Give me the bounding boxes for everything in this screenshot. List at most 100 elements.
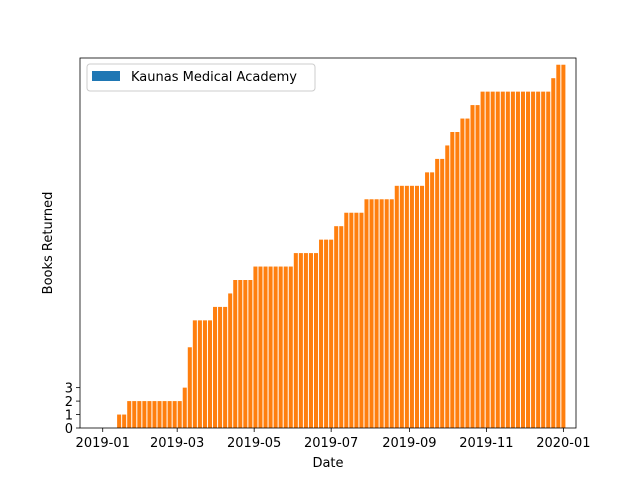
bar xyxy=(233,280,238,428)
bar xyxy=(268,266,273,428)
bar xyxy=(384,199,389,428)
bar xyxy=(480,91,485,428)
bar xyxy=(308,253,313,428)
bar xyxy=(207,320,213,428)
bar xyxy=(541,91,546,428)
legend-swatch xyxy=(92,71,120,81)
bar xyxy=(349,212,354,428)
bar xyxy=(536,91,541,428)
bar xyxy=(485,91,490,428)
bar xyxy=(313,253,319,428)
bar xyxy=(556,64,561,428)
bar xyxy=(152,401,157,428)
x-axis-ticks: 2019-01 2019-03 2019-05 2019-07 2019-09 2019-… xyxy=(76,428,591,451)
bar xyxy=(495,91,500,428)
bar xyxy=(404,185,409,428)
bar xyxy=(420,185,425,428)
bar xyxy=(359,212,364,428)
bar xyxy=(258,266,263,428)
bar xyxy=(319,239,324,428)
bar xyxy=(182,387,187,428)
y-axis-label: Books Returned xyxy=(41,192,56,295)
bar xyxy=(172,401,177,428)
bar xyxy=(440,158,445,428)
bar xyxy=(531,91,536,428)
bar xyxy=(455,132,460,428)
x-tick-label: 2019-05 xyxy=(227,436,281,451)
bar xyxy=(409,185,414,428)
bar xyxy=(500,91,505,428)
bar xyxy=(460,118,465,429)
bar xyxy=(374,199,379,428)
bar xyxy=(117,414,122,428)
x-tick-label: 2019-03 xyxy=(150,436,204,451)
bar xyxy=(435,158,440,428)
y-tick-label: 2 xyxy=(65,395,73,410)
x-axis-label: Date xyxy=(312,456,343,471)
bar xyxy=(546,91,551,428)
bar xyxy=(470,105,475,428)
bar-group xyxy=(117,64,566,429)
bar xyxy=(425,172,430,428)
bar xyxy=(218,306,223,428)
bar xyxy=(122,414,127,428)
bar xyxy=(137,401,142,428)
bar xyxy=(197,320,202,428)
bar xyxy=(147,401,152,428)
bar xyxy=(288,266,293,428)
bar xyxy=(445,145,450,428)
bar xyxy=(526,91,531,428)
bar xyxy=(142,401,147,428)
bar xyxy=(263,266,268,428)
bar xyxy=(298,253,303,428)
bar xyxy=(561,64,566,428)
bar xyxy=(213,306,218,428)
bar xyxy=(192,320,197,428)
bar xyxy=(475,105,480,428)
bar xyxy=(324,239,329,428)
bar xyxy=(490,91,495,428)
bar xyxy=(273,266,278,428)
bar xyxy=(187,347,192,428)
bar xyxy=(379,199,384,428)
bar xyxy=(354,212,359,428)
x-tick-label: 2019-07 xyxy=(304,436,358,451)
bar xyxy=(505,91,510,428)
y-tick-label: 3 xyxy=(65,382,73,397)
y-tick-label: 0 xyxy=(65,422,73,437)
bar xyxy=(132,401,137,428)
bar xyxy=(228,293,233,428)
bar xyxy=(450,132,455,428)
bar xyxy=(283,266,288,428)
bar xyxy=(177,401,182,428)
bar xyxy=(465,118,470,429)
bar xyxy=(515,91,520,428)
x-tick-label: 2019-11 xyxy=(459,436,513,451)
bar xyxy=(127,401,132,428)
bar xyxy=(414,185,419,428)
bar xyxy=(394,185,399,428)
bar xyxy=(510,91,515,428)
bar xyxy=(248,280,253,428)
bar xyxy=(162,401,167,428)
bar xyxy=(551,78,556,429)
bar xyxy=(167,401,172,428)
bar xyxy=(278,266,283,428)
legend: Kaunas Medical Academy xyxy=(86,63,316,92)
bar xyxy=(202,320,207,428)
x-tick-label: 2019-01 xyxy=(76,436,130,451)
legend-label: Kaunas Medical Academy xyxy=(131,70,297,85)
bar xyxy=(344,212,349,428)
bar xyxy=(399,185,404,428)
bar xyxy=(369,199,374,428)
bar xyxy=(293,253,298,428)
y-tick-label: 1 xyxy=(65,409,73,424)
plot-frame xyxy=(79,57,577,429)
bar xyxy=(243,280,248,428)
bar xyxy=(334,226,339,428)
bar xyxy=(253,266,258,428)
bar xyxy=(364,199,369,428)
x-tick-label: 2019-09 xyxy=(382,436,436,451)
